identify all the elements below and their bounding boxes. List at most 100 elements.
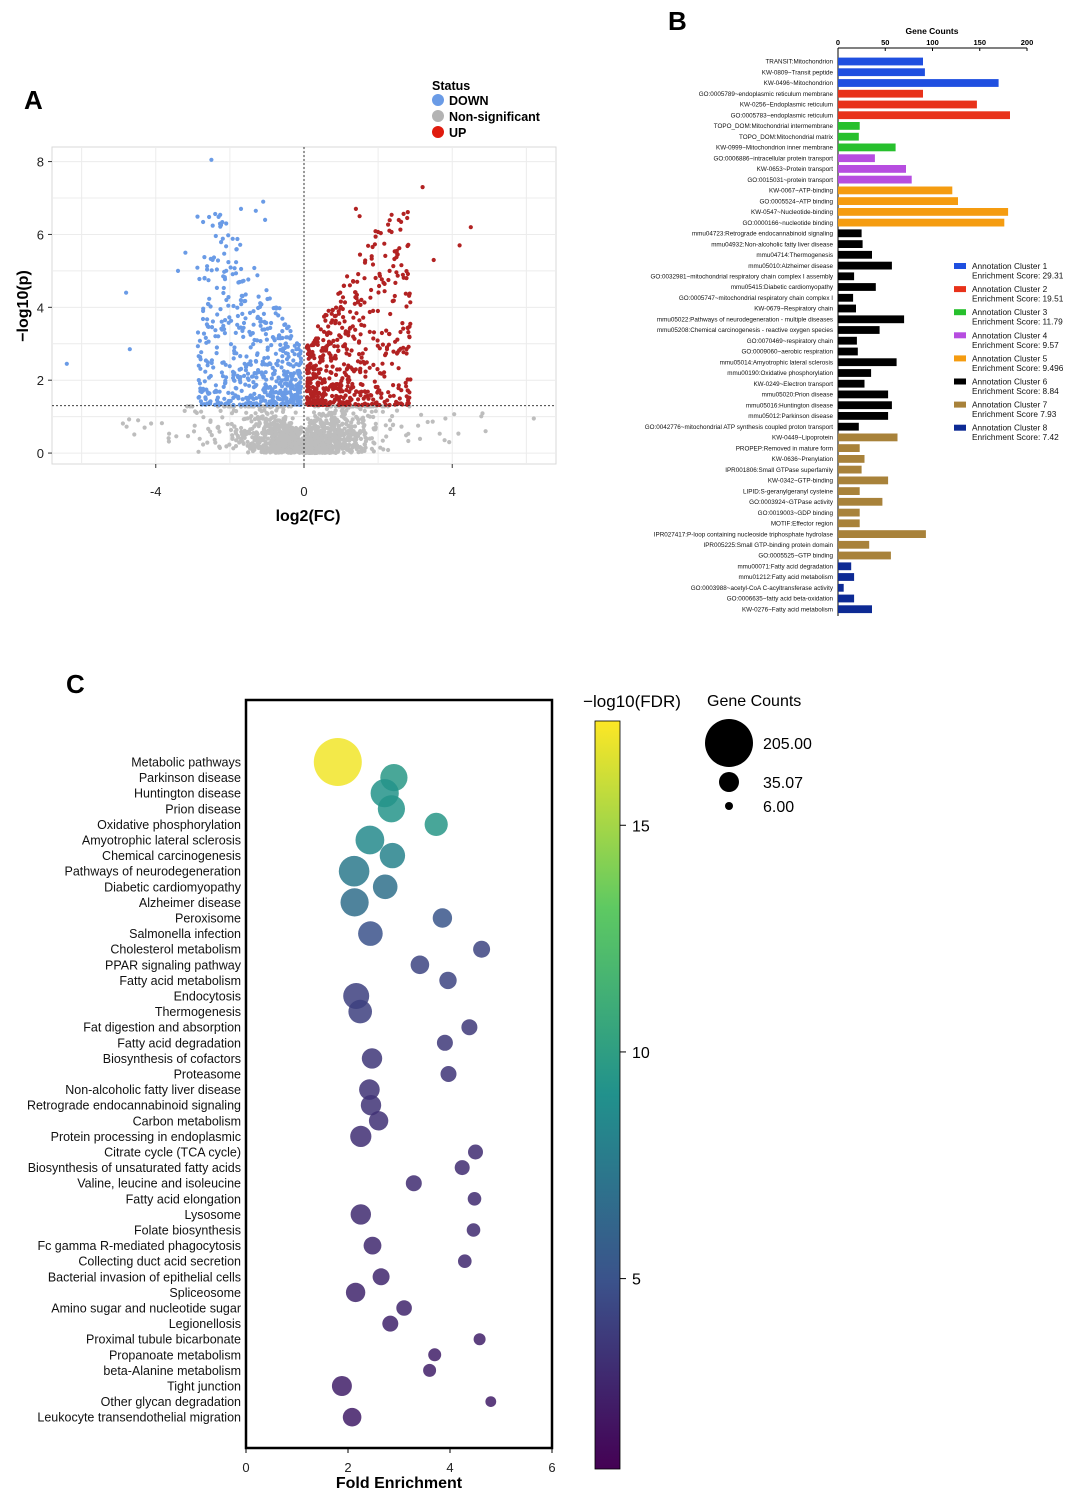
volcano-point-ns: [333, 408, 338, 413]
volcano-point-up: [357, 214, 362, 219]
volcano-point-down: [291, 358, 296, 363]
bubble-term-label: Valine, leucine and isoleucine: [77, 1177, 241, 1191]
volcano-point-up: [403, 380, 408, 385]
volcano-point-up: [354, 389, 359, 394]
volcano-point-up: [407, 291, 412, 296]
bar: [838, 573, 855, 581]
volcano-point-ns: [311, 441, 316, 446]
volcano-point-up: [304, 344, 310, 349]
volcano-point-up: [344, 387, 349, 393]
volcano-point-ns: [356, 420, 361, 425]
bar-axis-tick-label: 0: [836, 38, 840, 47]
volcano-point-down: [214, 397, 220, 403]
volcano-point-down: [234, 386, 239, 391]
volcano-point-up: [351, 369, 357, 374]
volcano-point-ns: [257, 440, 262, 445]
volcano-point-up: [344, 347, 349, 352]
bubble: [428, 1348, 442, 1362]
volcano-point-ns: [281, 430, 286, 435]
volcano-point-ns: [273, 450, 278, 455]
legend-ns-swatch: [432, 110, 444, 122]
volcano-point-ns: [452, 412, 457, 417]
volcano-point-up: [391, 349, 396, 354]
volcano-point-down: [219, 240, 224, 245]
volcano-point-ns: [251, 431, 256, 436]
volcano-point-up: [383, 253, 388, 258]
volcano-point-up: [391, 264, 396, 269]
legend-down-swatch: [432, 94, 444, 106]
volcano-point-ns: [283, 441, 288, 446]
volcano-point-down: [260, 327, 265, 332]
volcano-point-up: [326, 387, 331, 392]
volcano-point-down: [235, 313, 240, 319]
bar: [838, 261, 892, 270]
bar: [838, 122, 860, 130]
volcano-point-ns: [339, 414, 344, 419]
volcano-point-down: [219, 319, 224, 324]
volcano-point-ns: [127, 417, 132, 422]
cluster-score: Enrichment Score: 8.84: [972, 386, 1059, 396]
bar: [838, 175, 912, 184]
volcano-point-down: [224, 244, 229, 249]
bar-chart-bars: TRANSIT:Mitochondrion KW-0809~Transit pep…: [645, 57, 1010, 613]
volcano-point-up: [386, 390, 391, 395]
volcano-point-up: [407, 334, 412, 339]
volcano-point-down: [226, 390, 231, 395]
volcano-point-down: [243, 292, 248, 297]
size-legend-label: 35.07: [763, 775, 803, 792]
volcano-point-ns: [531, 416, 536, 421]
volcano-point-ns: [250, 426, 255, 431]
bubble-term-label: Parkinson disease: [139, 771, 241, 785]
volcano-point-down: [294, 362, 299, 367]
cluster-name: Annotation Cluster 2: [972, 284, 1048, 294]
bar: [838, 519, 860, 528]
volcano-point-up: [323, 345, 328, 350]
volcano-point-down: [240, 311, 245, 316]
volcano-point-down: [296, 342, 301, 348]
bubble: [432, 908, 453, 928]
volcano-point-ns: [258, 416, 263, 421]
size-legend-title: Gene Counts: [707, 693, 801, 710]
volcano-point-up: [341, 362, 347, 367]
volcano-point-up: [336, 311, 341, 316]
bubble: [360, 1095, 382, 1116]
volcano-point-ns: [354, 445, 359, 450]
bar: [838, 594, 855, 603]
volcano-point-up: [313, 337, 318, 343]
bar: [838, 283, 876, 291]
volcano-point-up: [324, 368, 329, 373]
volcano-point-up: [369, 254, 374, 259]
volcano-point-ns: [342, 436, 347, 441]
volcano-point-ns: [220, 415, 225, 420]
bubble-term-label: Endocytosis: [174, 990, 241, 1004]
volcano-point-down: [257, 395, 262, 400]
volcano-point-down: [235, 305, 240, 310]
volcano-point-down: [294, 395, 299, 401]
volcano-point-ns: [274, 431, 279, 436]
bubble-term-label: PPAR signaling pathway: [105, 958, 242, 972]
bar: [838, 315, 905, 324]
volcano-point-down: [222, 251, 227, 256]
bar-label: mmu04932:Non-alcoholic fatty liver disea…: [711, 241, 833, 248]
volcano-point-up: [333, 372, 339, 377]
volcano-point-ns: [278, 423, 283, 428]
colorbar-tick-label: 5: [632, 1272, 641, 1289]
volcano-point-up: [366, 396, 371, 401]
volcano-point-down: [279, 378, 284, 383]
volcano-point-up: [323, 398, 328, 403]
volcano-point-up: [361, 315, 366, 320]
volcano-point-ns: [345, 444, 350, 450]
bubble-term-label: Fc gamma R-mediated phagocytosis: [37, 1239, 241, 1253]
volcano-point-up: [328, 355, 333, 360]
bar: [838, 583, 844, 592]
volcano-point-up: [315, 324, 321, 329]
bubble: [331, 1376, 352, 1396]
volcano-point-down: [277, 306, 282, 311]
volcano-legend-title: Status: [432, 79, 470, 93]
bar-label: KW-0256~Endoplasmic reticulum: [740, 102, 833, 109]
bubble: [467, 1192, 482, 1206]
volcano-point-down: [220, 236, 225, 241]
bar-label: mmu04714:Thermogenesis: [756, 252, 833, 259]
volcano-point-ns: [350, 431, 355, 436]
